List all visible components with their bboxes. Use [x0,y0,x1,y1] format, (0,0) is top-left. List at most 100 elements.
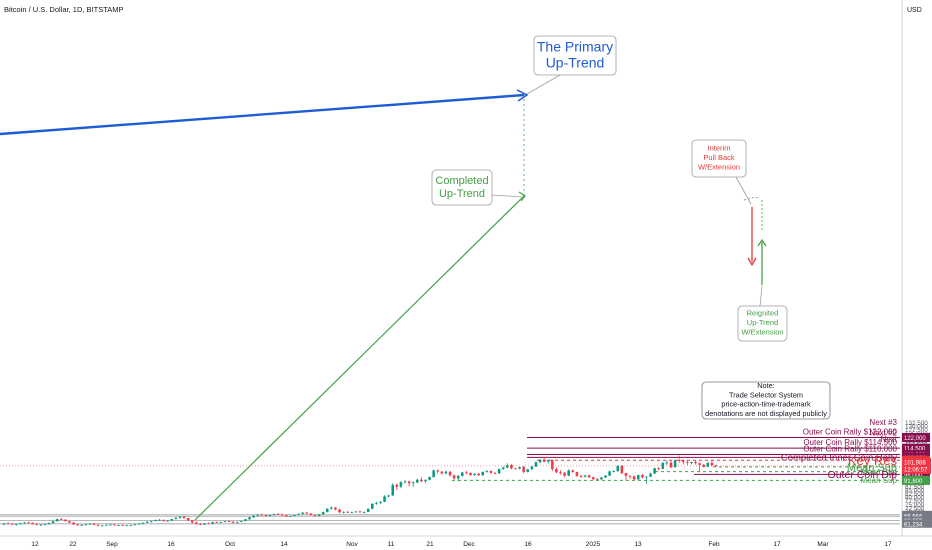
candle-body [526,469,530,472]
candle-body [612,471,615,472]
candle-body [215,522,219,523]
candle-body [391,484,395,496]
candle-body [420,479,423,482]
note-callout-text: Note: [757,381,774,390]
price-tick-label: 77,500 [905,498,925,505]
candle-body [195,522,198,524]
candle-body [710,462,714,466]
level-label: Outer Coin Rally $110,000 [803,445,897,454]
candle-body [673,460,677,468]
date-tick-label: 12 [31,541,39,548]
candle-body [485,471,489,472]
level-label: Next #3 [869,418,897,427]
candle-body [285,515,288,517]
candle-body [563,472,566,476]
price-tick-label: 132,500 [905,420,928,427]
candle-body [2,523,6,525]
candle-body [39,524,43,526]
candle-body [276,514,280,515]
level-label: Mean Sup [861,467,898,476]
candle-body [596,479,599,480]
interim-pullback-callout-text: Interim [708,144,731,153]
candle-body [121,524,124,526]
note-callout-box [701,381,831,420]
candle-body [186,518,190,521]
candle-body [235,521,239,523]
level-price-tag-text: 91,800 [904,479,923,485]
candle-body [416,479,419,483]
level-price-tag [902,433,930,443]
date-tick-label: 16 [167,541,175,548]
candle-body [538,459,542,463]
candle-body [661,462,665,469]
completed-trend-line [194,195,525,521]
candle-body [317,514,321,516]
candle-body [366,508,370,512]
candle-body [493,472,497,474]
date-tick-label: 17 [773,541,781,548]
candle-body [465,472,468,474]
time-axis[interactable]: 12 22 Sep 16 Oct 14 Nov 11 21 Dec 16 2025 13 Feb 17 Mar… [0,535,932,548]
candle-body [387,495,390,497]
note-callout-text: price-action-time-trademark [721,400,811,409]
candle-body [542,459,546,462]
interim-pullback-callout-text: W/Extension [698,163,740,172]
candle-body [600,477,603,480]
price-tick-label: 130,000 [905,424,928,431]
candle-body [162,519,165,522]
candle-body [424,479,427,482]
candle-body [489,471,493,473]
level-label: Completed Inner Coin Rally [781,453,897,464]
candle-body [546,460,550,462]
candle-body [252,515,255,518]
date-tick-label: 22 [69,541,77,548]
candle-body [43,524,47,526]
candle-body [64,519,67,522]
candle-body [395,484,399,487]
price-axis[interactable]: 62,50065,00067,50070,00072,50075,00077,5… [901,0,932,536]
candle-body [506,465,509,468]
candle-body [92,523,96,525]
candle-body [583,475,587,477]
candle-body [182,516,186,519]
candle-body [338,509,341,513]
candle-body [31,522,34,525]
primary-uptrend-callout-text: Up-Trend [546,54,605,70]
candle-body [321,512,325,515]
candle-body [518,466,521,469]
symbol-title: Bitcoin / U.S. Dollar, 1D, BITSTAMP [4,5,123,14]
date-tick-label: 14 [280,541,288,548]
candle-body [358,511,362,513]
candle-body [305,512,309,514]
candle-body [714,465,718,467]
candle-body [469,473,472,475]
candle-body [268,515,272,517]
candle-body [399,482,403,487]
candle-body [334,507,337,510]
completed-trend-arrowhead [518,191,526,202]
interim-pullback-callout-text: Pull Back [703,153,735,162]
candle-body [669,462,673,468]
candle-body [170,519,174,521]
candle-body [166,520,169,522]
candle-body [330,507,333,509]
candle-body [501,467,505,470]
candle-body [150,521,153,522]
candle-body [350,512,354,513]
candle-body [497,469,501,474]
candle-body [137,523,141,525]
candle-body [264,515,268,517]
candle-body [657,468,660,469]
candle-body [297,513,300,515]
date-tick-label: 21 [426,541,434,548]
candle-body [51,521,55,523]
candle-body [604,475,607,478]
candle-body [636,475,640,480]
price-tick-label: 127,500 [905,427,928,434]
candle-body [84,524,88,526]
